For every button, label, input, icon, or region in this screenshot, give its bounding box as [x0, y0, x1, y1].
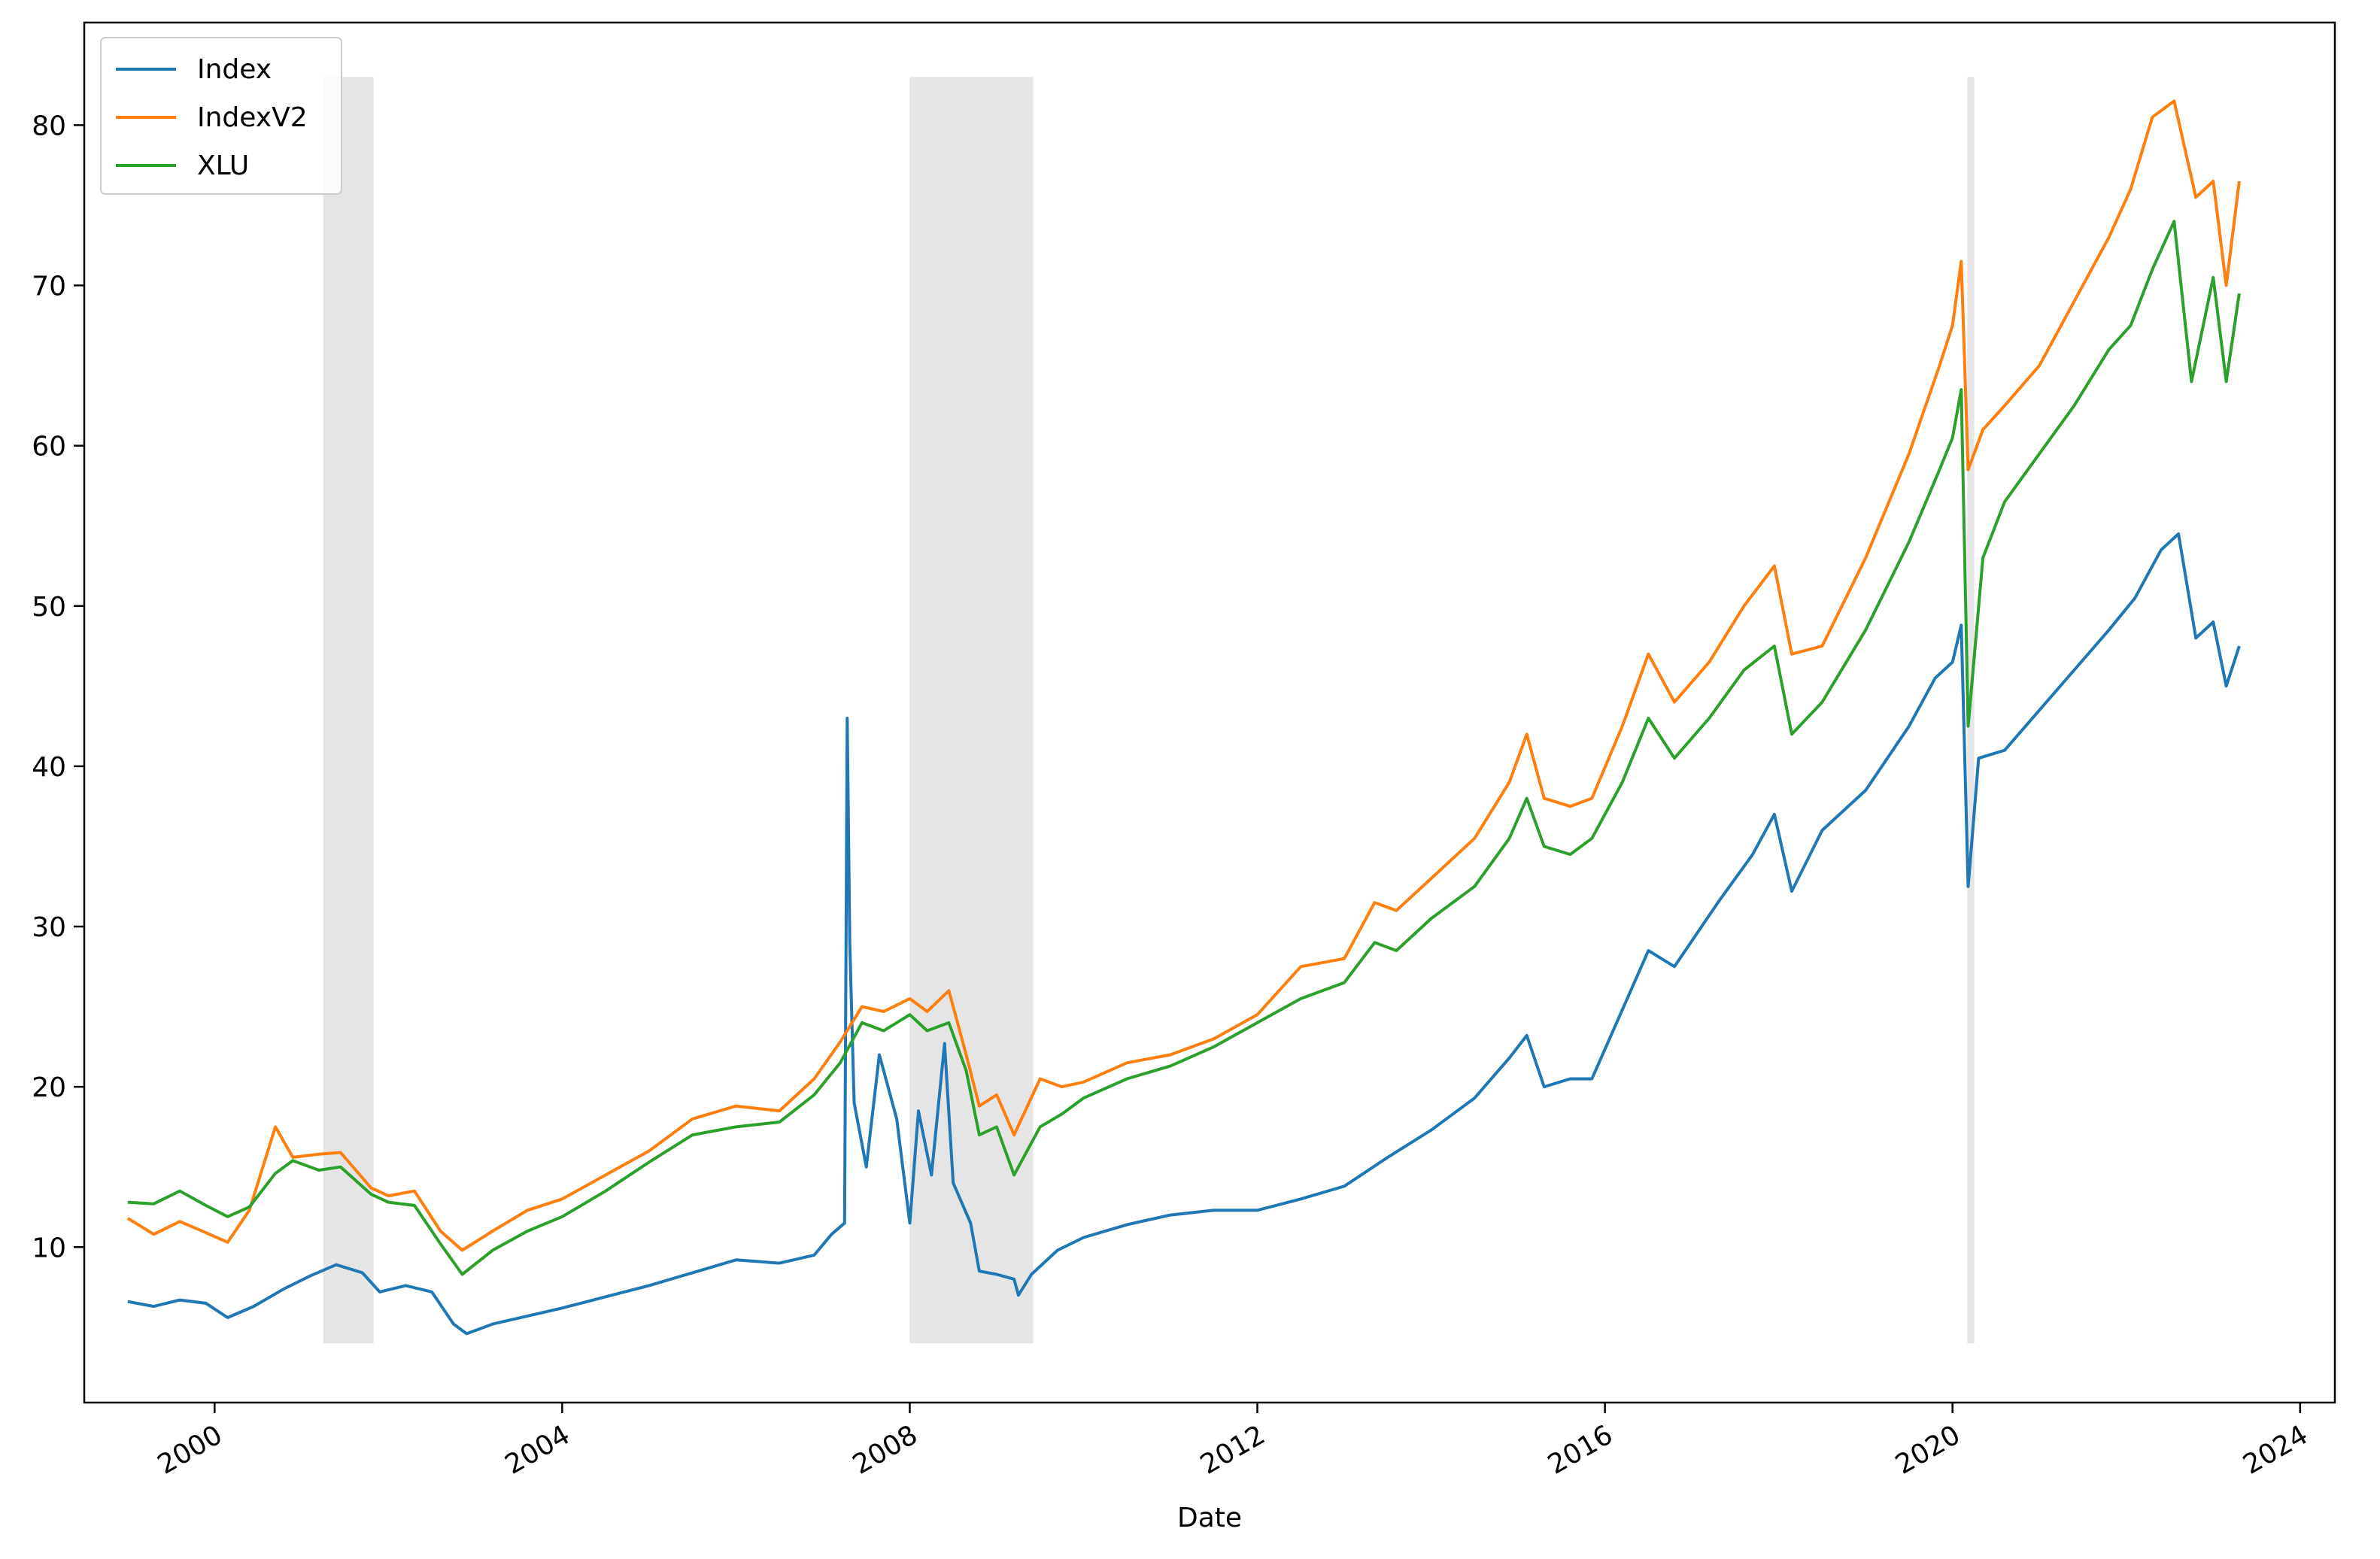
y-tick-label: 60 — [32, 432, 66, 463]
y-tick-label: 80 — [32, 111, 66, 141]
series-line-indexv2 — [126, 99, 2241, 1252]
y-tick-label: 70 — [32, 271, 66, 302]
series-lines — [126, 99, 2241, 1336]
y-tick-label: 40 — [32, 752, 66, 783]
y-axis: 10 20 30 40 50 60 70 80 — [32, 111, 84, 1263]
legend-label-xlu: XLU — [197, 150, 249, 181]
legend: Index IndexV2 XLU — [100, 37, 342, 195]
y-tick-label: 50 — [32, 592, 66, 623]
legend-box — [100, 37, 342, 195]
y-tick-label: 30 — [32, 912, 66, 943]
plot-frame — [83, 21, 2336, 1404]
series-line-xlu — [127, 220, 2241, 1276]
legend-label-indexv2: IndexV2 — [197, 102, 308, 133]
x-axis-label: Date — [1177, 1503, 1242, 1533]
y-tick-label: 10 — [32, 1233, 66, 1263]
series-line-index — [127, 532, 2241, 1336]
y-tick-label: 20 — [32, 1072, 66, 1103]
shaded-region-1 — [323, 77, 374, 1344]
legend-label-index: Index — [197, 54, 272, 85]
